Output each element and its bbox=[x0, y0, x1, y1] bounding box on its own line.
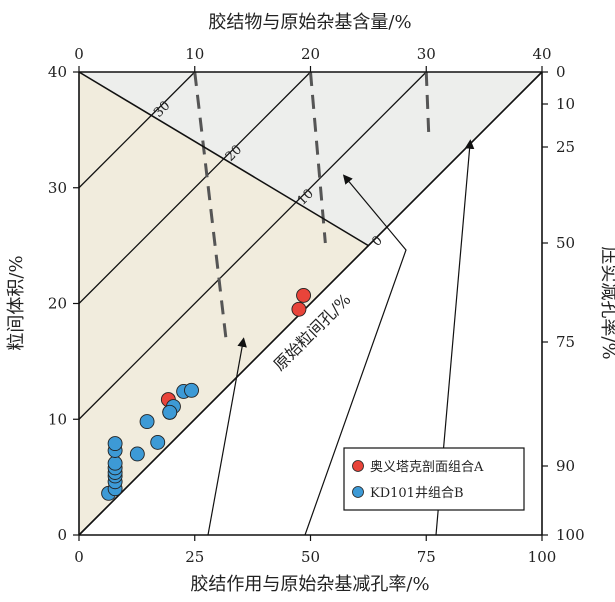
frame bbox=[78, 71, 543, 536]
point-b-10 bbox=[139, 414, 155, 430]
ticks: 0 10 20 30 40 0 25 50 75 100 0 10 20 30 40 0 10 25 50 75 90 1… bbox=[48, 45, 585, 566]
right-tick-label: 25 bbox=[556, 138, 575, 156]
right-tick-label: 75 bbox=[556, 333, 575, 351]
bottom-tick-label: 75 bbox=[417, 548, 436, 566]
point-b-8 bbox=[107, 436, 123, 452]
right-tick-label: 10 bbox=[556, 95, 575, 113]
right-axis-title: 压实减孔率/% bbox=[598, 246, 615, 359]
top-tick-label: 40 bbox=[532, 45, 551, 63]
top-tick-label: 10 bbox=[185, 45, 204, 63]
bottom-tick-label: 25 bbox=[185, 548, 204, 566]
legend-label-a: 奥义塔克剖面组合A bbox=[370, 460, 484, 475]
top-tick-label: 30 bbox=[417, 45, 436, 63]
point-b-16 bbox=[162, 404, 178, 420]
isoline-10 bbox=[78, 71, 427, 420]
left-tick-label: 10 bbox=[48, 410, 67, 428]
bottom-tick-label: 0 bbox=[74, 548, 84, 566]
legend-label-b: KD101井组合B bbox=[370, 486, 464, 501]
left-tick-label: 0 bbox=[57, 526, 67, 544]
bottom-tick-label: 50 bbox=[301, 548, 320, 566]
point-b-6 bbox=[107, 455, 123, 471]
top-tick-label: 20 bbox=[301, 45, 320, 63]
isoline-30 bbox=[78, 71, 196, 189]
arrow-2 bbox=[304, 174, 407, 536]
right-tick-label: 90 bbox=[556, 457, 575, 475]
left-axis-title: 粒间体积/% bbox=[6, 255, 27, 350]
point-a-2 bbox=[296, 287, 312, 303]
main-diagonal bbox=[78, 71, 543, 536]
point-a-1 bbox=[291, 301, 307, 317]
legend-box bbox=[343, 447, 525, 511]
left-tick-label: 30 bbox=[48, 179, 67, 197]
legend-marker-a bbox=[352, 460, 364, 472]
arrow-1 bbox=[207, 337, 247, 536]
compaction-zone-fill bbox=[79, 72, 542, 246]
right-tick-label: 100 bbox=[556, 526, 585, 544]
bottom-axis-title: 胶结作用与原始杂基减孔率/% bbox=[190, 574, 429, 595]
right-tick-label: 50 bbox=[556, 234, 575, 252]
dashed-curves bbox=[193, 71, 431, 341]
left-tick-label: 20 bbox=[48, 295, 67, 313]
top-axis-title: 胶结物与原始杂基含量/% bbox=[208, 12, 411, 33]
dashed-curve-3 bbox=[424, 71, 431, 141]
point-b-11 bbox=[150, 434, 166, 450]
right-tick-label: 0 bbox=[556, 63, 566, 81]
isoline-20 bbox=[78, 71, 311, 304]
left-tick-label: 40 bbox=[48, 63, 67, 81]
data-points bbox=[101, 287, 312, 501]
bottom-tick-label: 100 bbox=[528, 548, 557, 566]
top-tick-label: 0 bbox=[74, 45, 84, 63]
legend-marker-b bbox=[352, 486, 364, 498]
point-b-15 bbox=[184, 382, 199, 398]
legend: 奥义塔克剖面组合A KD101井组合B bbox=[343, 447, 525, 511]
upper-diagonal bbox=[78, 71, 370, 247]
point-b-9 bbox=[129, 446, 145, 462]
dashed-curve-2 bbox=[309, 71, 327, 244]
